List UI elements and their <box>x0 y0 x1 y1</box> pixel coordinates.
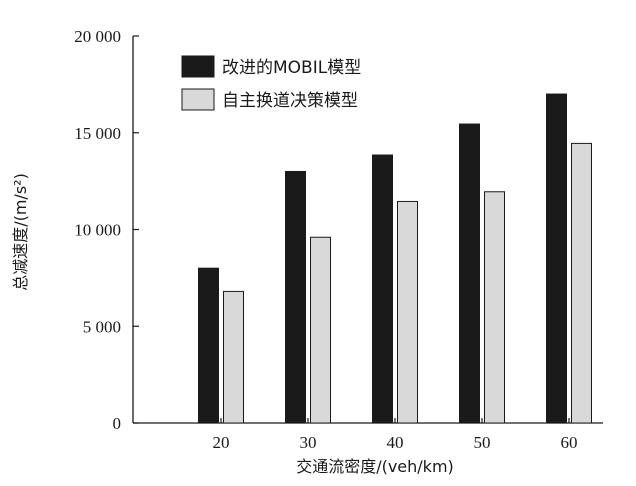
x-tick-label: 20 <box>213 433 230 452</box>
y-tick-label: 0 <box>113 414 122 433</box>
bar-series-1-20 <box>198 267 219 424</box>
bar-series-1-30 <box>285 170 306 424</box>
bar-series-2-60 <box>571 142 592 424</box>
y-tick-label: 10 000 <box>74 221 121 240</box>
bar-series-1-60 <box>546 93 567 424</box>
y-tick-label: 5 000 <box>83 317 121 336</box>
x-tick-label: 60 <box>561 433 578 452</box>
bar-series-2-50 <box>484 191 505 424</box>
y-tick-label: 20 000 <box>74 27 121 46</box>
y-tick-label: 15 000 <box>74 124 121 143</box>
bar-series-2-30 <box>310 236 331 424</box>
bar-series-1-40 <box>372 154 393 424</box>
bars <box>198 93 592 424</box>
bar-series-1-50 <box>459 123 480 424</box>
x-ticks: 20 30 40 50 60 <box>213 418 578 452</box>
legend-swatch-series-2 <box>181 88 215 111</box>
x-tick-label: 40 <box>387 433 404 452</box>
y-ticks: 0 5 000 10 000 15 000 20 000 <box>74 27 139 433</box>
legend-swatch-series-1 <box>181 55 215 78</box>
legend-label-series-2: 自主换道决策模型 <box>222 91 358 111</box>
bar-series-2-20 <box>223 290 244 424</box>
y-axis-label: 总减速度/(m/s²) <box>11 173 30 291</box>
x-axis-label: 交通流密度/(veh/km) <box>296 457 454 476</box>
legend-label-series-1: 改进的MOBIL模型 <box>222 58 361 78</box>
x-tick-label: 30 <box>300 433 317 452</box>
bar-series-2-40 <box>397 200 418 424</box>
x-tick-label: 50 <box>474 433 491 452</box>
legend: 改进的MOBIL模型 自主换道决策模型 <box>181 55 361 111</box>
